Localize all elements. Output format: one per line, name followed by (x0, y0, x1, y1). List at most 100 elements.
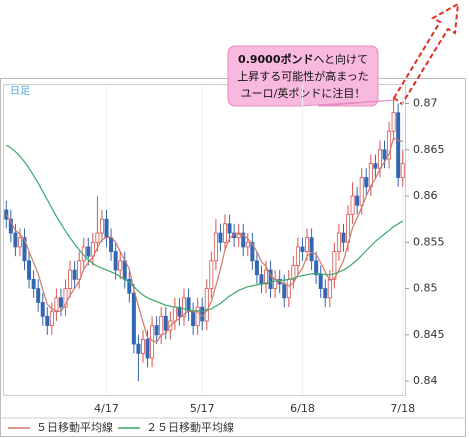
candle-body (54, 297, 59, 313)
y-tick-label: 0.86 (413, 189, 438, 202)
candle-body (259, 274, 264, 285)
candle-body (236, 232, 241, 239)
candle-body (396, 112, 401, 178)
candle-body (31, 278, 36, 289)
callout (227, 45, 397, 107)
x-tick-label: 7/18 (390, 402, 415, 415)
y-tick-label: 0.845 (413, 328, 445, 341)
candle-body (204, 288, 209, 322)
x-tick-label: 4/17 (94, 402, 119, 415)
candle-body (86, 246, 91, 257)
candle-body (241, 232, 246, 248)
period-label: 日足 (10, 85, 30, 97)
candle-body (186, 297, 191, 313)
candle-body (309, 237, 314, 262)
candle-body (282, 283, 287, 299)
candle-body (109, 237, 114, 252)
candle-body (286, 278, 291, 299)
candle-body (13, 232, 18, 248)
candle-body (314, 260, 319, 276)
candle-body (77, 260, 82, 280)
candle-body (8, 218, 13, 234)
candle-body (305, 237, 310, 252)
candle-body (318, 274, 323, 289)
y-tick-label: 0.855 (413, 235, 445, 248)
candle-body (323, 288, 328, 299)
candle-body (22, 237, 27, 262)
y-tick-label: 0.85 (413, 282, 438, 295)
candle-body (359, 177, 364, 206)
candle-body (223, 223, 228, 243)
candle-body (17, 237, 22, 248)
candle-body (36, 288, 41, 303)
candle-body (72, 269, 77, 280)
candle-body (391, 112, 396, 132)
candle-body (295, 246, 300, 266)
candle-body (332, 251, 337, 280)
candle-body (191, 311, 196, 326)
candle-body (40, 302, 45, 317)
candle-body (63, 288, 68, 308)
candle-body (99, 218, 104, 234)
candle-body (104, 218, 109, 239)
candle-body (154, 325, 159, 336)
candle-body (264, 269, 269, 285)
candle-body (341, 232, 346, 243)
candle-body (355, 195, 360, 206)
candle-body (163, 315, 168, 331)
candle-body (364, 177, 369, 188)
candle-body (68, 269, 73, 289)
candle-body (387, 130, 392, 160)
candle-body (213, 232, 218, 262)
moving-average-line (5, 144, 404, 312)
candle-body (336, 232, 341, 252)
candle-body (150, 325, 155, 359)
candle-body (27, 260, 32, 280)
y-tick-label: 0.87 (413, 97, 438, 110)
arrow (392, 2, 460, 106)
candle-body (250, 241, 255, 262)
candle-body (181, 297, 186, 317)
candle-body (140, 339, 145, 354)
candle-body (177, 306, 182, 317)
y-tick-label: 0.865 (413, 143, 445, 156)
candle-body (159, 315, 164, 336)
legend-label: ５日移動平均線 (36, 420, 113, 434)
y-tick-label: 0.84 (413, 374, 438, 387)
candle-body (291, 265, 296, 280)
x-tick-label: 5/17 (190, 402, 215, 415)
callout-line: 0.9000ポンドへと向けて (238, 52, 368, 66)
callout-emphasis: 0.9000ポンド (238, 52, 313, 66)
legend-label: ２５日移動平均線 (146, 420, 234, 434)
candle-body (172, 306, 177, 322)
moving-average-line (5, 136, 403, 343)
candle-body (122, 260, 127, 280)
callout-line: ユーロ/英ポンドに注目！ (241, 86, 366, 100)
candle-body (127, 278, 132, 294)
candle-body (131, 292, 136, 345)
candle-body (136, 343, 141, 354)
candle-body (209, 260, 214, 289)
candle-body (400, 163, 405, 178)
candle-body (200, 306, 205, 322)
callout-text: へと向けて (314, 52, 368, 66)
candle-body (113, 251, 118, 271)
candle-body (195, 306, 200, 326)
candle-body (254, 260, 259, 276)
candle-body (245, 241, 250, 248)
candle-body (227, 223, 232, 234)
candle-body (350, 195, 355, 215)
candle-body (377, 149, 382, 169)
candle-body (373, 163, 378, 169)
candle-body (268, 269, 273, 289)
candle-body (327, 278, 332, 299)
candle-body (145, 339, 150, 359)
candle-body (58, 297, 63, 308)
candle-body (45, 315, 50, 326)
candle-body (218, 232, 223, 243)
candle-body (95, 232, 100, 243)
candle-body (49, 311, 54, 326)
x-tick-label: 6/18 (290, 402, 315, 415)
candle-body (118, 260, 123, 271)
